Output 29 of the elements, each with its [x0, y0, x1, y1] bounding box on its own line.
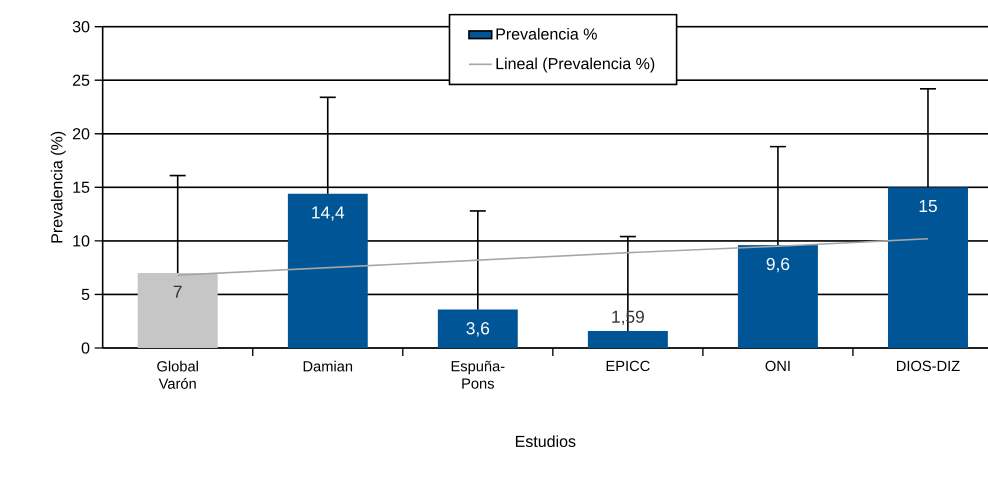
x-tick-label: DIOS-DIZ [897, 360, 960, 372]
x-tick-label: Espuña-Pons [452, 360, 504, 389]
y-tick-label: 30 [72, 21, 90, 32]
x-tick-label: EPICC [606, 360, 650, 372]
line-series [176, 238, 929, 276]
y-tick-label: 20 [72, 128, 90, 140]
data-label: 15 [920, 200, 937, 212]
bar [588, 330, 668, 348]
data-label: 3,6 [466, 322, 490, 336]
bar [438, 309, 518, 348]
bar [138, 273, 218, 348]
x-axis-title: Estudios [516, 435, 576, 448]
data-label: 7 [174, 286, 182, 298]
legend-label: Prevalencia % [496, 28, 597, 40]
legend-label: Lineal (Prevalencia %) [496, 58, 654, 72]
y-tick-label: 15 [73, 182, 90, 193]
data-label: 9,6 [766, 258, 790, 272]
y-tick-label: 5 [82, 288, 90, 300]
x-tick-label: Damian [304, 360, 352, 372]
x-tick-label: Global Varón [157, 360, 198, 389]
bar [288, 194, 368, 348]
y-axis-title: Prevalencia (%) [50, 132, 66, 242]
bar [888, 187, 968, 348]
y-tick-label: 0 [82, 342, 90, 354]
y-tick-label: 10 [73, 235, 90, 247]
data-label: 14,4 [312, 206, 344, 221]
y-tick-label: 25 [72, 74, 90, 86]
x-tick-label: ONI [766, 360, 790, 372]
bar [738, 245, 818, 348]
